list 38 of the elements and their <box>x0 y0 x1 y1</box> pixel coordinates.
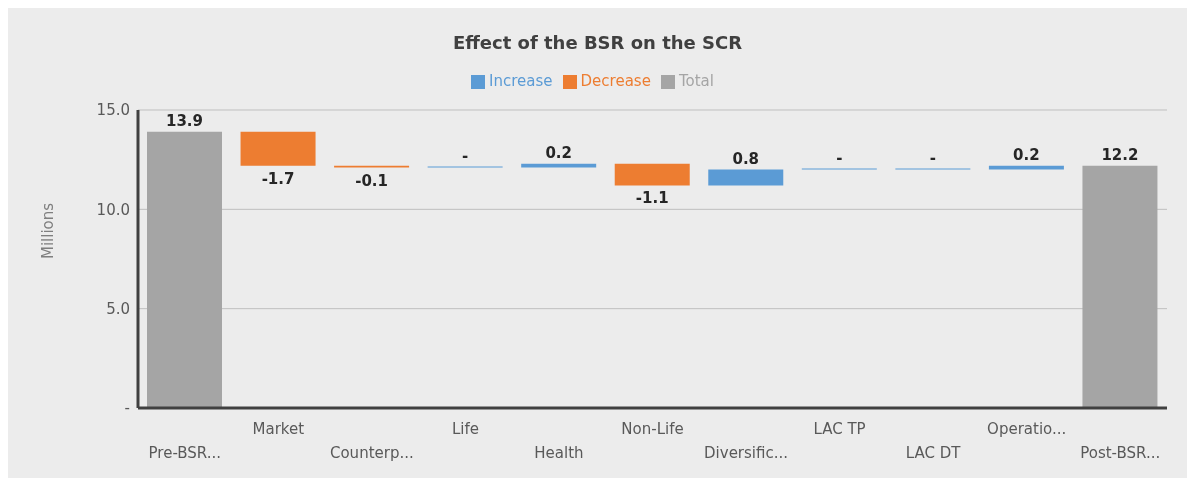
data-label: 0.8 <box>732 149 760 168</box>
bar <box>1082 165 1158 408</box>
legend-label: Decrease <box>580 72 651 90</box>
bar <box>708 169 784 186</box>
x-tick-label: LAC DT <box>905 444 962 462</box>
legend-label: Increase <box>489 72 553 90</box>
bar <box>988 165 1064 170</box>
data-label: - <box>929 148 936 167</box>
bar <box>521 163 597 168</box>
x-tick-label: Health <box>534 444 584 462</box>
x-tick-label: Post-BSR... <box>1080 444 1161 462</box>
data-label: -0.1 <box>355 171 388 190</box>
x-tick-label: LAC TP <box>813 420 866 438</box>
x-tick-label: Operatio... <box>987 420 1067 438</box>
data-label: 0.2 <box>545 143 572 162</box>
x-tick-label: Counterp... <box>329 444 414 462</box>
y-tick-label: 15.0 <box>96 101 130 120</box>
x-tick-label: Market <box>252 420 305 438</box>
data-label: 12.2 <box>1101 145 1139 164</box>
legend-label: Total <box>678 72 714 90</box>
data-label: -1.1 <box>635 189 669 208</box>
bar <box>614 163 690 186</box>
y-tick-label: 10.0 <box>96 200 130 219</box>
y-axis-title: Millions <box>39 202 58 259</box>
y-tick-label: 5.0 <box>106 299 130 318</box>
data-label: - <box>462 146 469 165</box>
x-tick-label: Non-Life <box>621 420 684 438</box>
x-tick-label: Pre-BSR... <box>148 444 222 462</box>
data-label: -1.7 <box>261 169 295 188</box>
x-tick-label: Life <box>451 420 479 438</box>
x-tick-label: Diversific... <box>704 444 789 462</box>
bar <box>240 131 316 166</box>
chart-title: Effect of the BSR on the SCR <box>451 31 744 55</box>
data-label: - <box>836 148 843 167</box>
y-tick-label: - <box>124 399 130 418</box>
bar <box>147 131 222 408</box>
data-label: 13.9 <box>165 111 204 130</box>
data-label: 0.2 <box>1013 145 1040 164</box>
